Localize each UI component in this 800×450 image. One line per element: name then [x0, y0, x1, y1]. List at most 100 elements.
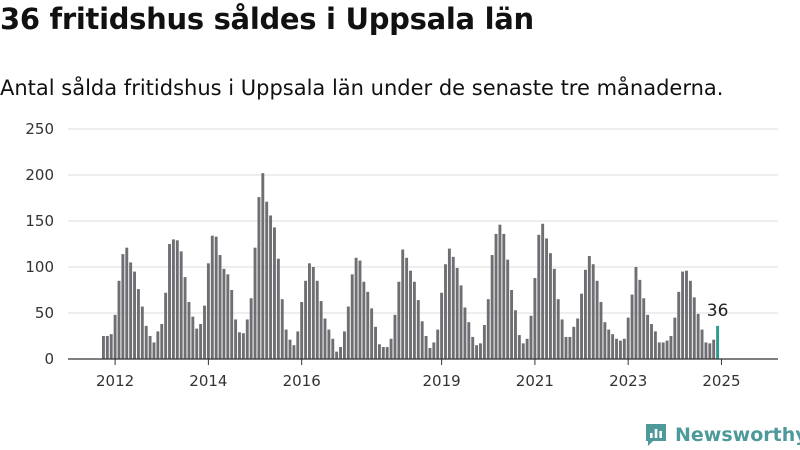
bar: [459, 285, 463, 359]
bar: [214, 236, 218, 359]
bar: [358, 260, 362, 359]
bar: [420, 321, 424, 359]
bar: [479, 343, 482, 359]
bar: [354, 257, 358, 359]
bar: [323, 318, 327, 359]
bar: [144, 325, 148, 359]
bar: [467, 322, 471, 359]
bar: [265, 201, 269, 359]
bar: [405, 257, 409, 359]
bar: [653, 331, 657, 359]
bar: [599, 301, 603, 359]
bar: [681, 271, 685, 359]
bar: [304, 280, 308, 359]
chart-title: 36 fritidshus såldes i Uppsala län: [0, 2, 534, 36]
bar: [626, 317, 630, 359]
bar: [121, 254, 125, 359]
bar: [615, 338, 618, 359]
bar: [245, 319, 249, 359]
bar: [583, 269, 587, 359]
x-tick-label: 2019: [423, 372, 461, 390]
bar: [490, 255, 494, 359]
bar: [199, 324, 203, 359]
bar-highlight: [716, 325, 720, 359]
bar: [541, 223, 545, 359]
bar: [311, 267, 315, 359]
bar: [556, 299, 560, 359]
bar: [257, 197, 261, 359]
bar: [339, 347, 342, 359]
bar: [136, 289, 140, 359]
bar: [568, 336, 572, 359]
bar: [226, 274, 230, 359]
bar: [152, 342, 156, 359]
bar: [494, 233, 498, 359]
bar: [591, 264, 595, 359]
bar: [308, 263, 311, 359]
bar: [552, 268, 556, 359]
y-tick-label: 50: [35, 304, 54, 322]
bar: [451, 256, 455, 359]
bar: [630, 294, 634, 359]
bar: [545, 238, 549, 359]
bar: [183, 277, 187, 359]
bar: [506, 259, 510, 359]
bar: [696, 313, 700, 359]
bar: [444, 264, 447, 359]
chart-subtitle: Antal sålda fritidshus i Uppsala län und…: [0, 76, 724, 100]
y-tick-label: 0: [44, 350, 54, 368]
bar: [471, 336, 475, 359]
bar: [603, 322, 607, 359]
bar: [249, 298, 253, 359]
bar: [113, 314, 117, 359]
bar: [230, 290, 234, 359]
bar: [587, 255, 591, 359]
bar: [611, 334, 615, 359]
bar: [168, 244, 171, 359]
bar: [292, 345, 296, 359]
bar-chart: 0 50 100 150 200 250 36 2012 2014 2016 2019 2021 202…: [25, 120, 778, 390]
bar: [109, 334, 113, 359]
bar: [498, 224, 502, 359]
bar: [222, 268, 226, 359]
bar: [440, 292, 444, 359]
bar: [315, 280, 319, 359]
bar: [692, 297, 696, 359]
bar: [634, 267, 638, 359]
bar: [125, 247, 129, 359]
bar: [179, 251, 183, 359]
bar: [331, 338, 335, 359]
y-tick-label: 200: [25, 166, 54, 184]
bar: [704, 342, 708, 359]
bar: [133, 271, 136, 359]
bar: [117, 280, 121, 359]
bar: [148, 336, 152, 359]
bar: [195, 328, 199, 359]
bar: [238, 332, 241, 359]
x-tick-label: 2023: [609, 372, 647, 390]
bar: [482, 324, 486, 359]
bar: [580, 293, 583, 359]
newsworthy-chart-icon: [646, 424, 666, 446]
y-tick-label: 100: [25, 258, 54, 276]
bar: [650, 324, 653, 359]
bar: [296, 331, 300, 359]
bar: [218, 255, 222, 359]
bar: [533, 278, 537, 359]
bar: [140, 306, 144, 359]
bar: [385, 347, 389, 359]
bar: [673, 317, 677, 359]
bar: [409, 270, 412, 359]
x-tick-label: 2014: [189, 372, 227, 390]
bar: [642, 298, 646, 359]
bar: [549, 253, 552, 359]
bar: [327, 329, 331, 359]
x-tick-label: 2016: [283, 372, 321, 390]
bar: [455, 267, 459, 359]
bar: [350, 274, 354, 359]
bar: [560, 319, 564, 359]
bar: [105, 336, 109, 359]
bar: [463, 307, 467, 359]
bar: [206, 263, 210, 359]
bar: [191, 316, 195, 359]
